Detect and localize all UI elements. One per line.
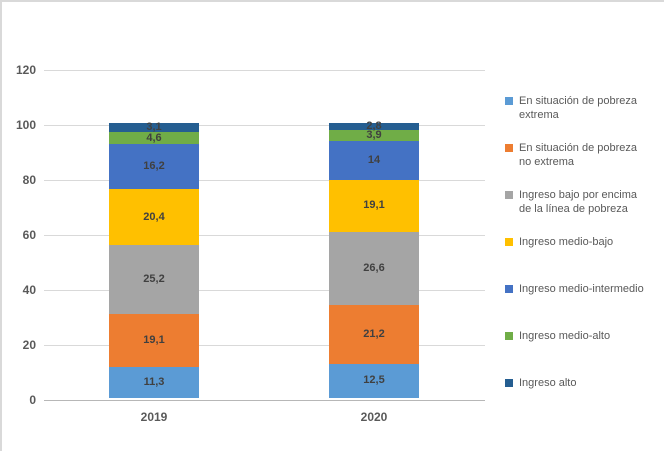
stacked-bar-2019[interactable]: 11,3 19,1 25,2 20,4 16,2 4,6 3,1: [109, 121, 199, 398]
y-axis-tick-label: 20: [22, 338, 36, 352]
legend-color-swatch: [505, 238, 513, 246]
legend-item-label: Ingreso medio-alto: [519, 330, 611, 342]
legend-item[interactable]: Ingreso medio-bajo: [505, 235, 659, 249]
segment-data-label: 19,1: [143, 334, 165, 347]
bar-segment[interactable]: 21,2: [329, 305, 419, 364]
y-axis-tick-label: 0: [29, 393, 36, 407]
legend-color-swatch: [505, 285, 513, 293]
gridline: [44, 179, 485, 181]
gridline: [44, 289, 485, 291]
legend-item-label: En situación de pobreza extrema: [519, 95, 638, 121]
legend-item[interactable]: Ingreso alto: [505, 376, 659, 390]
y-axis-tick-label: 120: [15, 63, 36, 77]
legend-item[interactable]: Ingreso medio-alto: [505, 329, 659, 343]
bar-segment[interactable]: 25,2: [109, 245, 199, 315]
chart-legend: En situación de pobreza extrema En situac…: [505, 2, 663, 451]
x-axis-category-label: 2020: [360, 410, 388, 424]
segment-data-label: 4,6: [146, 131, 162, 144]
bar-segment[interactable]: 3,9: [329, 129, 419, 142]
gridline: [44, 344, 485, 346]
segment-data-label: 3,1: [146, 121, 162, 134]
segment-data-label: 16,2: [143, 160, 165, 173]
legend-color-swatch: [505, 379, 513, 387]
legend-item[interactable]: En situación de pobreza extrema: [505, 94, 659, 122]
y-axis-tick-label: 60: [22, 228, 36, 242]
bar-segment[interactable]: 26,6: [329, 232, 419, 306]
segment-data-label: 21,2: [363, 327, 385, 340]
segment-data-label: 11,3: [143, 375, 165, 388]
legend-item-label: Ingreso medio-bajo: [519, 236, 614, 248]
segment-data-label: 26,6: [363, 262, 385, 275]
segment-data-label: 3,9: [366, 129, 382, 142]
segment-data-label: 12,5: [363, 374, 385, 387]
bar-segment[interactable]: 19,1: [329, 179, 419, 233]
bar-segment[interactable]: 16,2: [109, 144, 199, 190]
bar-segment[interactable]: 12,5: [329, 363, 419, 398]
gridline: [44, 124, 485, 126]
bar-segment[interactable]: 19,1: [109, 314, 199, 367]
bar-segment[interactable]: 3,1: [109, 121, 199, 134]
legend-item-label: Ingreso bajo por encima de la línea de p…: [519, 189, 638, 215]
segment-data-label: 14: [367, 153, 381, 166]
bar-segment[interactable]: 2,8: [329, 120, 419, 133]
legend-color-swatch: [505, 191, 513, 199]
legend-color-swatch: [505, 97, 513, 105]
legend-item-label: Ingreso alto: [519, 377, 577, 389]
gridline: [44, 69, 485, 71]
segment-data-label: 19,1: [363, 199, 385, 212]
x-axis-line: [44, 399, 485, 401]
legend-item[interactable]: Ingreso bajo por encima de la línea de p…: [505, 188, 659, 216]
y-axis-tick-label: 100: [15, 118, 36, 132]
legend-color-swatch: [505, 144, 513, 152]
x-axis-category-label: 2019: [140, 410, 168, 424]
stacked-bar-2020[interactable]: 12,5 21,2 26,6 19,1 14 3,9 2,8: [329, 120, 419, 398]
bar-segment[interactable]: 14: [329, 141, 419, 180]
legend-item-label: Ingreso medio-intermedio: [519, 283, 644, 295]
segment-data-label: 25,2: [143, 273, 165, 286]
legend-item-label: En situación de pobreza no extrema: [519, 142, 638, 168]
legend-color-swatch: [505, 332, 513, 340]
bar-segment[interactable]: 20,4: [109, 189, 199, 246]
legend-item[interactable]: Ingreso medio-intermedio: [505, 282, 659, 296]
gridline: [44, 234, 485, 236]
bar-segment[interactable]: 11,3: [109, 366, 199, 398]
segment-data-label: 2,8: [366, 120, 382, 133]
segment-data-label: 20,4: [143, 210, 165, 223]
bar-segment[interactable]: 4,6: [109, 131, 199, 145]
y-axis-tick-label: 80: [22, 173, 36, 187]
y-axis-tick-label: 40: [22, 283, 36, 297]
legend-item[interactable]: En situación de pobreza no extrema: [505, 141, 659, 169]
